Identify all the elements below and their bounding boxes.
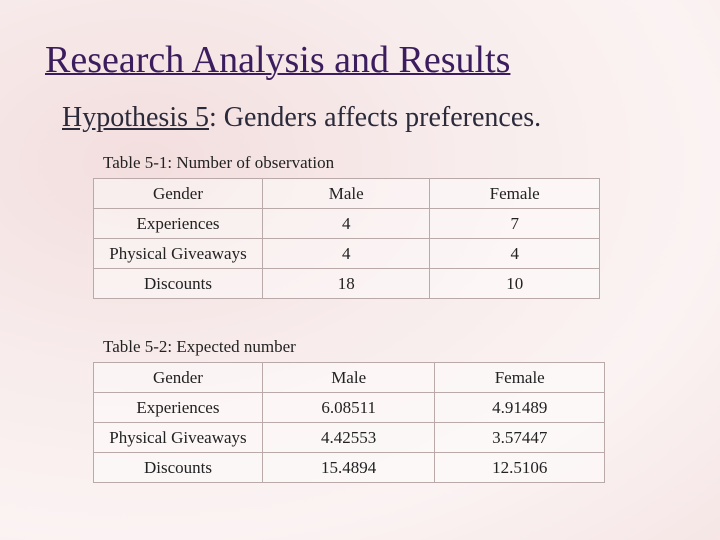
table-cell: Male — [261, 362, 436, 393]
slide-title: Research Analysis and Results — [45, 39, 511, 81]
header-row: Gender Male Female — [93, 178, 600, 209]
table-cell: Physical Giveaways — [93, 422, 263, 453]
table-cell: 4 — [429, 238, 600, 269]
table-cell: Physical Giveaways — [93, 238, 263, 269]
table-row: Discounts 15.4894 12.5106 — [93, 452, 605, 483]
hypothesis-text: : Genders affects preferences. — [209, 102, 542, 133]
table-caption: Table 5-2: Expected number — [103, 337, 296, 356]
table-cell: 4 — [261, 208, 431, 239]
table-row: Physical Giveaways 4 4 — [93, 238, 600, 269]
table-cell: 18 — [261, 268, 431, 299]
table-cell: 3.57447 — [434, 422, 605, 453]
table-caption: Table 5-1: Number of observation — [103, 153, 335, 172]
table-cell: Male — [261, 178, 431, 209]
table-cell: 7 — [429, 208, 600, 239]
hypothesis-label: Hypothesis 5 — [62, 102, 209, 133]
table-row: Experiences 6.08511 4.91489 — [93, 392, 605, 423]
table-cell: Gender — [93, 178, 263, 209]
table-cell: Discounts — [93, 452, 263, 483]
table-cell: Experiences — [93, 392, 263, 423]
table-row: Physical Giveaways 4.42553 3.57447 — [93, 422, 605, 453]
table-cell: Female — [434, 362, 605, 393]
table-row: Discounts 18 10 — [93, 268, 600, 299]
table-cell: 4.42553 — [261, 422, 436, 453]
table-cell: 4 — [261, 238, 431, 269]
expected-table: Gender Male Female Experiences 6.08511 4.9148… — [93, 362, 605, 483]
table-cell: Experiences — [93, 208, 263, 239]
header-row: Gender Male Female — [93, 362, 605, 393]
table-cell: Discounts — [93, 268, 263, 299]
table-cell: 10 — [429, 268, 600, 299]
table-cell: 4.91489 — [434, 392, 605, 423]
observation-table: Gender Male Female Experiences 4 7 Physical Gi… — [93, 178, 600, 299]
table-cell: Gender — [93, 362, 263, 393]
table-cell: 12.5106 — [434, 452, 605, 483]
table-cell: 6.08511 — [261, 392, 436, 423]
table-row: Experiences 4 7 — [93, 208, 600, 239]
table-cell: 15.4894 — [261, 452, 436, 483]
hypothesis: Hypothesis 5: Genders affects preference… — [62, 102, 541, 134]
table-cell: Female — [429, 178, 600, 209]
